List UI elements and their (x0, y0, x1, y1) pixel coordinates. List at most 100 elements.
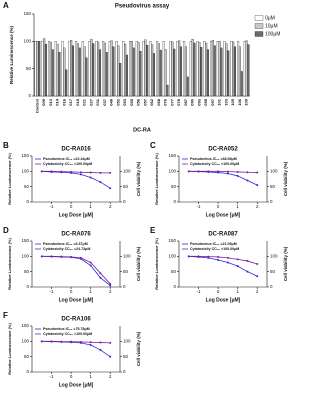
y2-axis-title: Cell viability (%) (136, 331, 141, 366)
point (246, 259, 249, 262)
y-axis-title: Relative Luminescence (%) (7, 238, 12, 290)
bar (92, 43, 95, 97)
bar (210, 41, 213, 97)
x-tick-label: 0 (217, 289, 220, 294)
bar (112, 46, 115, 97)
legend-label: Pseudovirus IC₅₀ =6.37μM (43, 242, 88, 246)
point (70, 255, 73, 258)
x-tick-label: 031 (95, 98, 100, 105)
bar (76, 43, 79, 97)
bar (75, 41, 78, 97)
point (217, 259, 220, 262)
bar (237, 41, 240, 97)
legend-swatch (254, 31, 264, 37)
bar (103, 42, 106, 97)
bar (164, 49, 167, 97)
x-tick-label: 109 (244, 98, 249, 105)
legend-label: 10μM (265, 23, 278, 29)
point (70, 170, 73, 173)
legend-label: 0μM (265, 15, 275, 21)
point (226, 170, 229, 173)
y-tick-label: 0 (26, 284, 29, 289)
point (99, 272, 102, 275)
bar (81, 41, 84, 97)
x-tick-label: 2 (109, 204, 112, 209)
chart-title: DC-RA087 (208, 232, 238, 238)
y-tick-label: 100 (168, 254, 176, 259)
bar (36, 41, 39, 97)
point (79, 173, 82, 176)
y-tick-label: 50 (24, 184, 30, 189)
x-tick-label: 1 (236, 289, 239, 294)
x-tick-label: 2 (109, 374, 112, 379)
bar (184, 46, 187, 97)
bar (149, 41, 152, 97)
legend-label: Cytotoxicity CC₅₀ >100.00μM (43, 332, 92, 336)
bar (54, 41, 57, 97)
point (99, 171, 102, 174)
panel-label: D (3, 226, 9, 235)
y-tick-label: 100 (21, 169, 29, 174)
bar (71, 45, 74, 97)
point (217, 170, 220, 173)
bar (48, 41, 51, 97)
point (109, 341, 112, 344)
y2-axis-title: Cell viability (%) (136, 246, 141, 281)
bar (203, 41, 206, 97)
y-tick-label: 50 (171, 269, 177, 274)
point (50, 255, 53, 258)
chart-title: DC-RA106 (61, 317, 91, 323)
x-tick-label: 017 (68, 98, 73, 105)
x-tick-label: 106 (237, 98, 242, 105)
panel-label: A (3, 1, 9, 10)
bar (162, 41, 165, 97)
point (226, 261, 229, 264)
x-tick-label: -1 (197, 204, 201, 209)
y-tick-label: 150 (21, 153, 29, 158)
bar (225, 43, 228, 97)
x-axis-title: Log Dose [μM] (206, 212, 241, 218)
x-tick-label: -1 (197, 289, 201, 294)
x-tick-label: 097 (210, 98, 215, 105)
bar (169, 41, 172, 97)
legend-swatch (254, 23, 264, 29)
chart-title: Pseudovirus assay (115, 4, 170, 10)
bar (88, 41, 91, 97)
bar (243, 41, 246, 97)
point (70, 340, 73, 343)
bar (139, 51, 142, 97)
y-tick-label: 100 (23, 39, 31, 44)
x-tick-label: 0 (70, 204, 73, 209)
y-tick-label: 150 (21, 323, 29, 328)
point (60, 255, 63, 258)
point (226, 256, 229, 259)
y2-tick-label: 100 (123, 254, 131, 259)
x-tick-label: 093 (196, 98, 201, 105)
y-tick-label: 100 (21, 254, 29, 259)
bar (247, 44, 250, 97)
bar (125, 54, 128, 97)
bar (44, 43, 47, 97)
point (197, 170, 200, 173)
curve (188, 255, 258, 277)
x-tick-label: 1 (89, 204, 92, 209)
y2-tick-label: 50 (123, 184, 129, 189)
point (79, 340, 82, 343)
point (89, 176, 92, 179)
point (89, 344, 92, 347)
bar (122, 41, 125, 97)
bar (183, 41, 186, 97)
bar (159, 49, 162, 97)
x-axis-title: Log Dose [μM] (59, 297, 94, 303)
point (60, 340, 63, 343)
y-tick-label: 150 (168, 238, 176, 243)
point (236, 258, 239, 261)
x-tick-label: -1 (50, 374, 54, 379)
x-tick-label: 103 (223, 98, 228, 105)
legend-label: Cytotoxicity CC₅₀ >100.00μM (43, 162, 92, 166)
bar (115, 41, 118, 97)
bar (61, 41, 64, 97)
bar (38, 41, 41, 97)
bar (130, 41, 133, 97)
y-tick-label: 50 (26, 66, 32, 71)
